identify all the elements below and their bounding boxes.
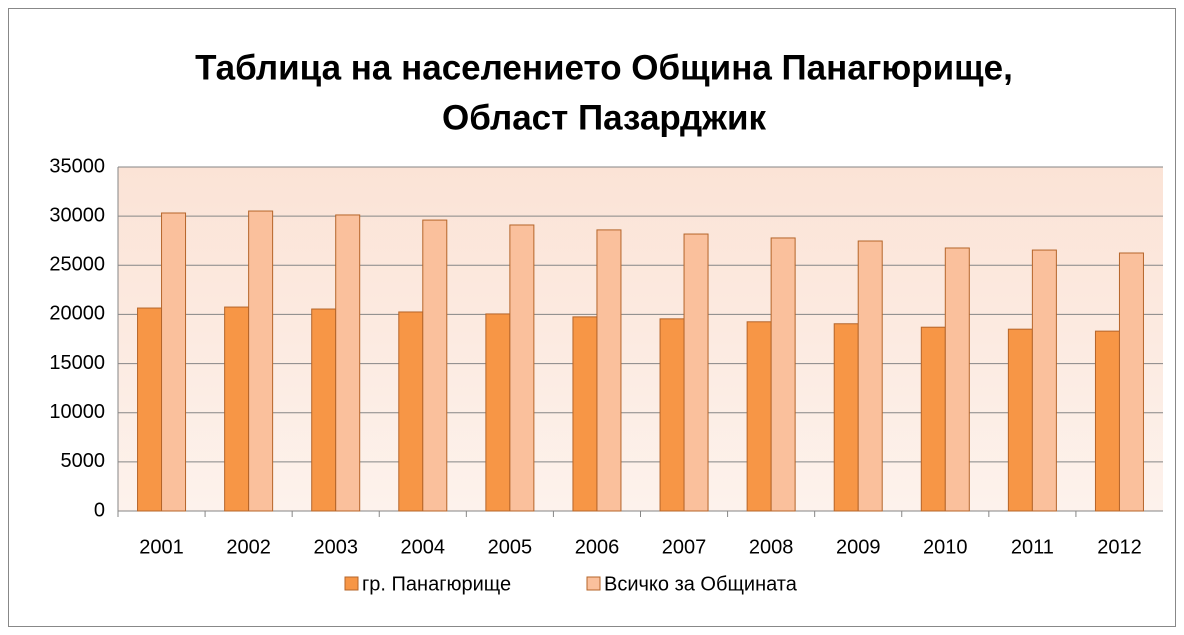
- bar: [944, 247, 970, 512]
- y-tick-label: 10000: [49, 401, 105, 423]
- bar: [335, 214, 361, 512]
- bar: [1007, 328, 1033, 512]
- y-tick-label: 20000: [49, 303, 105, 325]
- bar: [920, 326, 946, 512]
- y-tick-label: 0: [94, 499, 105, 521]
- x-tick-label: 2009: [836, 536, 881, 558]
- legend-label: Всичко за Общината: [604, 573, 798, 595]
- x-tick-label: 2004: [401, 536, 446, 558]
- bar: [833, 323, 859, 512]
- bar: [1031, 249, 1057, 512]
- bar: [683, 233, 709, 512]
- y-tick-label: 35000: [49, 155, 105, 177]
- x-tick-label: 2012: [1097, 536, 1142, 558]
- x-tick-label: 2007: [662, 536, 707, 558]
- x-tick-label: 2002: [226, 536, 271, 558]
- x-tick-label: 2010: [923, 536, 968, 558]
- bar: [248, 210, 274, 512]
- chart-title: Таблица на населението Община Панагюрище…: [195, 48, 1013, 87]
- bar: [137, 307, 163, 512]
- x-tick-label: 2008: [749, 536, 794, 558]
- bar: [422, 219, 448, 512]
- legend-swatch: [344, 576, 359, 591]
- bar: [509, 224, 535, 512]
- y-tick-label: 30000: [49, 204, 105, 226]
- x-tick-label: 2006: [575, 536, 620, 558]
- y-tick-label: 25000: [49, 254, 105, 276]
- bar: [1118, 252, 1144, 512]
- bar: [1094, 330, 1120, 512]
- y-tick-label: 15000: [49, 352, 105, 374]
- bar: [596, 229, 622, 512]
- x-tick-label: 2005: [488, 536, 533, 558]
- bar: [224, 306, 250, 512]
- bar: [770, 237, 796, 512]
- bar: [572, 316, 598, 512]
- bar: [311, 308, 337, 512]
- legend-label: гр. Панагюрище: [362, 573, 511, 595]
- chart-title: Област Пазарджик: [442, 98, 767, 137]
- bar: [746, 321, 772, 512]
- bar: [485, 313, 511, 512]
- bar: [857, 240, 883, 512]
- legend-swatch: [586, 576, 601, 591]
- y-tick-label: 5000: [61, 450, 106, 472]
- plot-area: [118, 167, 1163, 511]
- bar: [398, 311, 424, 512]
- x-tick-label: 2011: [1011, 536, 1054, 558]
- bar: [161, 212, 187, 512]
- x-tick-label: 2001: [139, 536, 184, 558]
- bar: [659, 318, 685, 512]
- x-tick-label: 2003: [313, 536, 358, 558]
